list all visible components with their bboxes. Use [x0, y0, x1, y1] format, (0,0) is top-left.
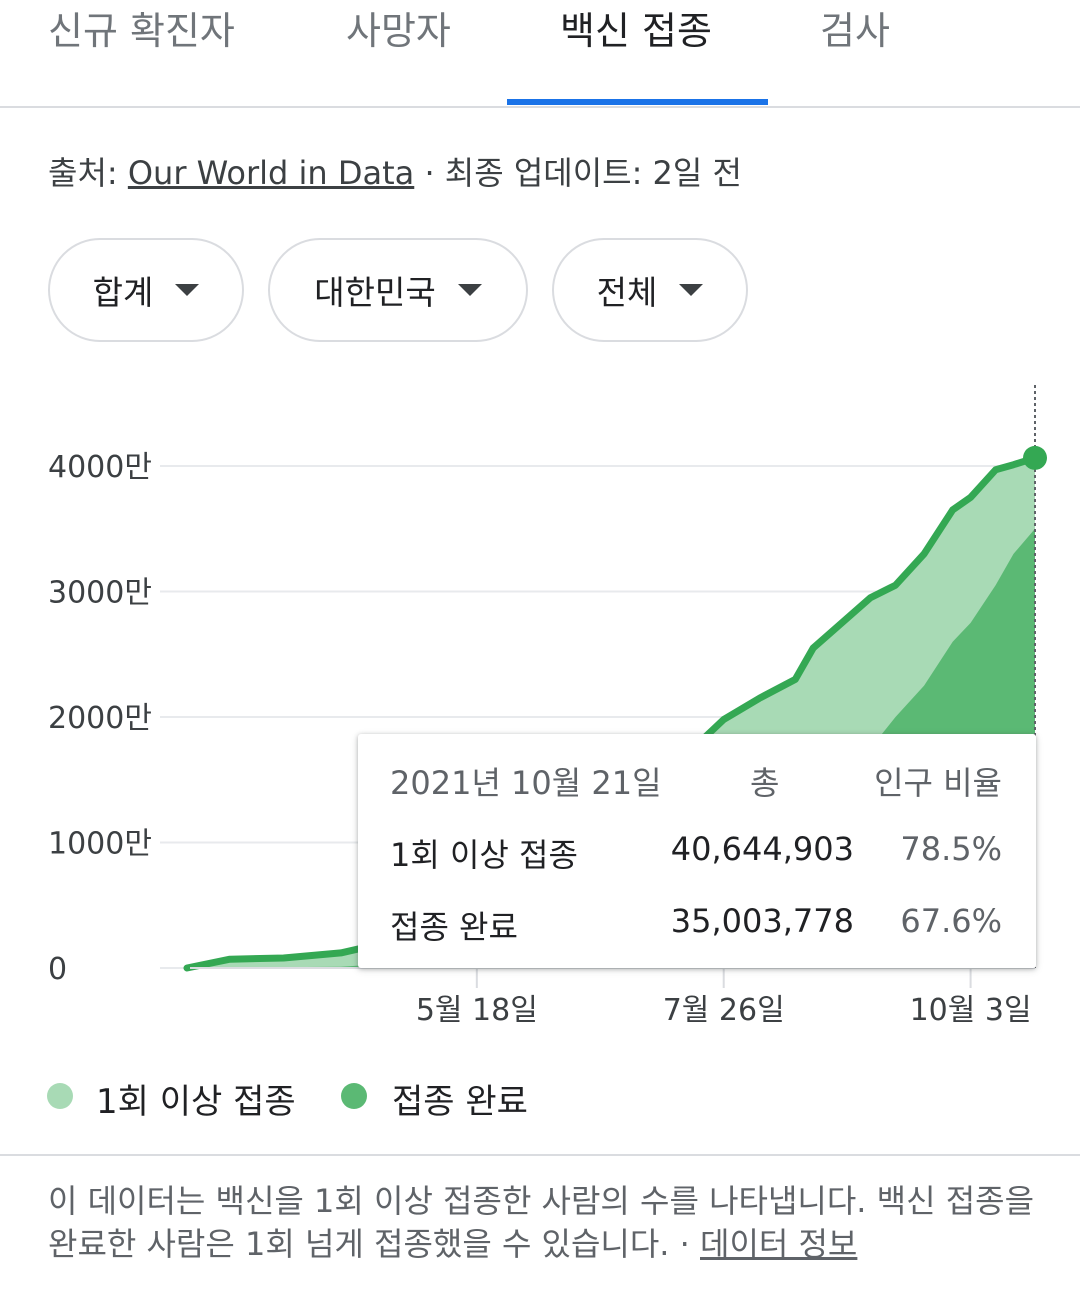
last-updated: · 최종 업데이트: 2일 전	[414, 154, 742, 192]
tooltip-row-value: 35,003,778	[670, 902, 854, 940]
y-tick-label: 2000만	[48, 701, 152, 736]
tab-new-cases[interactable]: 신규 확진자	[48, 9, 235, 53]
x-tick-label: 10월 3일	[910, 993, 1032, 1028]
tooltip-row-label: 1회 이상 접종	[390, 836, 578, 874]
hover-point	[1023, 445, 1047, 470]
source-prefix: 출처:	[48, 154, 128, 192]
tooltip-date: 2021년 10월 21일	[390, 764, 662, 802]
footnote-text: 이 데이터는 백신을 1회 이상 접종한 사람의 수를 나타냅니다. 백신 접종…	[48, 1182, 1035, 1263]
tab-vaccinations[interactable]: 백신 접종	[560, 9, 712, 53]
tooltip-col-total: 총	[750, 764, 780, 802]
filter-chip-metric[interactable]: 합계	[48, 238, 244, 342]
source-line: 출처: Our World in Data · 최종 업데이트: 2일 전	[48, 148, 742, 194]
legend-swatch-fully	[341, 1083, 367, 1109]
filter-chip-label: 대한민국	[314, 273, 436, 312]
tooltip-col-ratio: 인구 비율	[874, 764, 1002, 802]
y-tick-label: 4000만	[48, 450, 152, 485]
section-divider	[0, 1154, 1080, 1156]
filter-chip-label: 전체	[596, 273, 658, 312]
dropdown-arrow-icon	[679, 284, 704, 296]
tab-tests[interactable]: 검사	[820, 9, 890, 53]
data-info-link[interactable]: 데이터 정보	[700, 1225, 858, 1263]
x-tick-label: 7월 26일	[663, 993, 785, 1028]
tooltip-row-value: 40,644,903	[670, 830, 854, 868]
legend-label-fully: 접종 완료	[392, 1082, 528, 1122]
dropdown-arrow-icon	[175, 284, 200, 296]
chart-tooltip: 2021년 10월 21일 총 인구 비율 1회 이상 접종 40,644,90…	[358, 734, 1036, 968]
filter-chip-period[interactable]: 전체	[552, 238, 748, 342]
x-tick-label: 5월 18일	[416, 993, 538, 1028]
y-tick-label: 0	[48, 952, 67, 987]
dropdown-arrow-icon	[457, 284, 482, 296]
tooltip-row-label: 접종 완료	[390, 908, 518, 946]
tab-deaths[interactable]: 사망자	[346, 9, 451, 53]
legend-label-at-least-one: 1회 이상 접종	[96, 1082, 296, 1122]
y-tick-label: 3000만	[48, 576, 152, 611]
filter-chip-location[interactable]: 대한민국	[268, 238, 528, 342]
tooltip-row-ratio: 78.5%	[900, 830, 1002, 868]
active-tab-indicator	[507, 99, 768, 105]
y-tick-label: 1000만	[48, 827, 152, 862]
data-footnote: 이 데이터는 백신을 1회 이상 접종한 사람의 수를 나타냅니다. 백신 접종…	[48, 1180, 1038, 1266]
legend-swatch-at-least-one	[47, 1083, 73, 1109]
tab-bar: 신규 확진자 사망자 백신 접종 검사	[0, 0, 1080, 108]
tooltip-row-ratio: 67.6%	[900, 902, 1002, 940]
source-link[interactable]: Our World in Data	[127, 154, 415, 192]
filter-chip-label: 합계	[92, 273, 154, 312]
